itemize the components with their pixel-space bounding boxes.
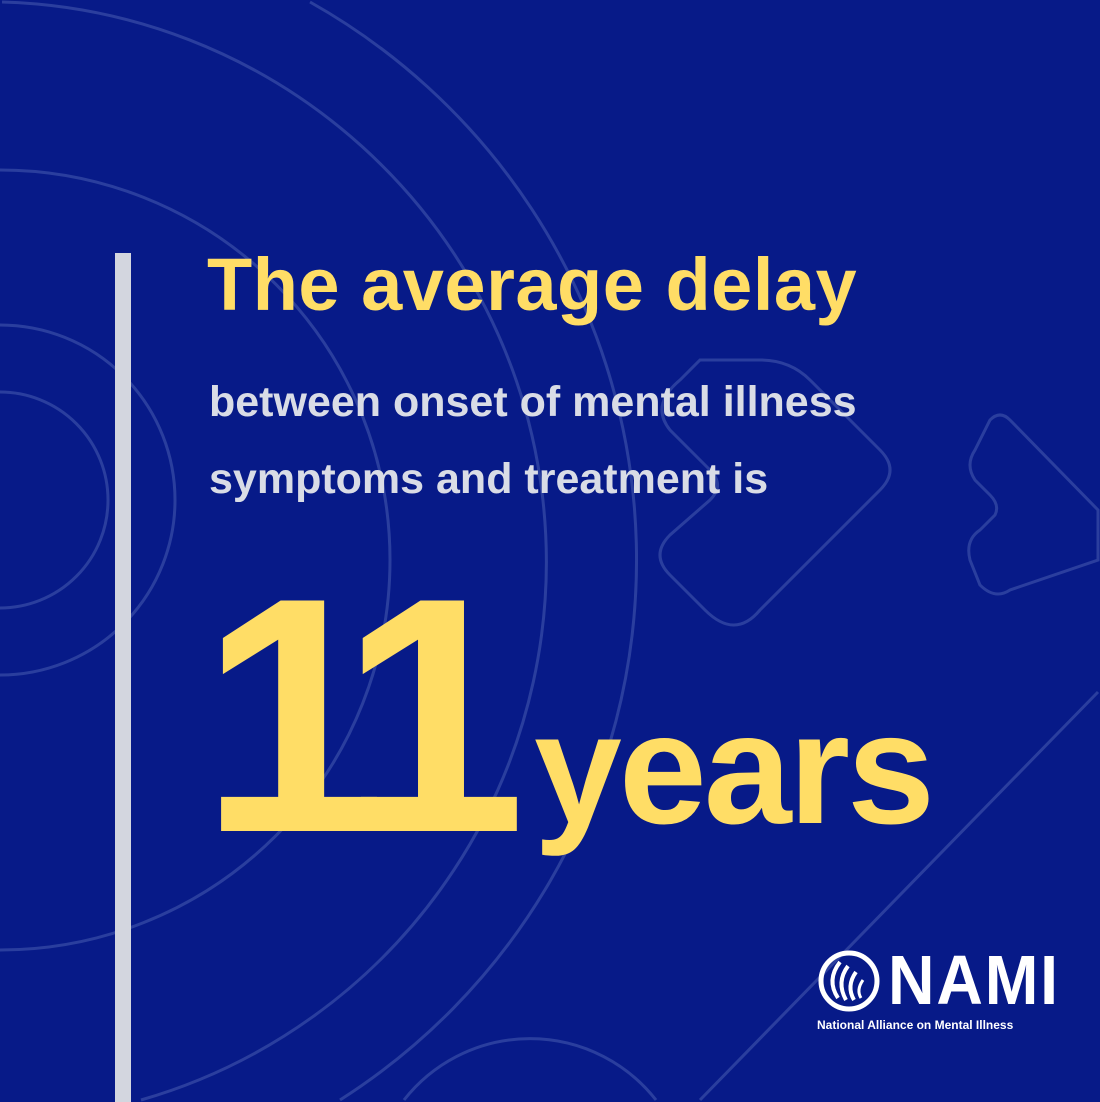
nami-wordmark: NAMI [888, 941, 1060, 1019]
subtext-line-2: symptoms and treatment is [209, 455, 769, 503]
nami-tagline: National Alliance on Mental Illness [817, 1018, 1014, 1032]
stat-unit: years [534, 681, 935, 857]
nami-logo-mark-icon [818, 950, 880, 1012]
stat-number: 11 [200, 528, 526, 902]
vertical-accent-bar [115, 253, 131, 1102]
subtext-line-1: between onset of mental illness [209, 378, 857, 426]
headline: The average delay [207, 243, 858, 326]
nami-logo: NAMI National Alliance on Mental Illness [816, 941, 1058, 1038]
